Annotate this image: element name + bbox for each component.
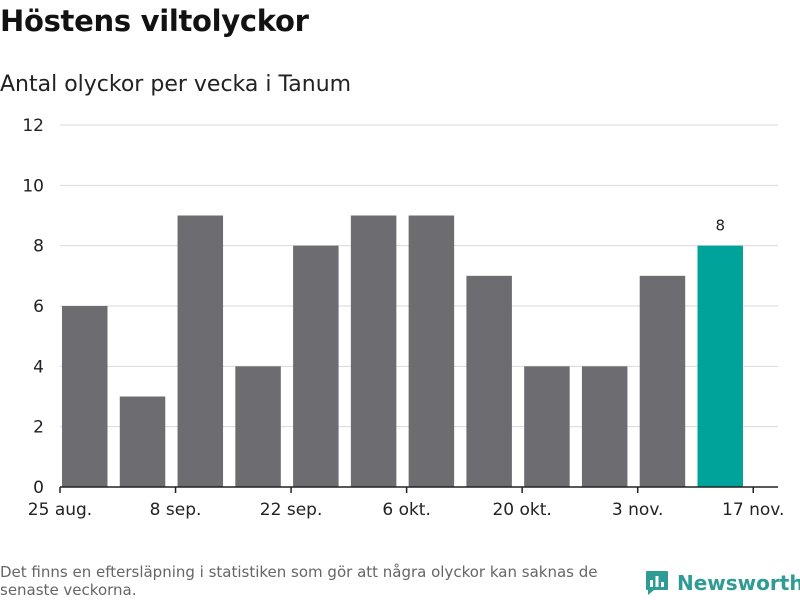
bar — [235, 366, 281, 487]
chart-title: Höstens viltolyckor — [0, 4, 309, 38]
x-tick-label: 22 sep. — [260, 500, 323, 520]
bar — [466, 275, 512, 487]
x-tick-label: 6 okt. — [382, 500, 431, 520]
bar-chart-logo-icon — [646, 571, 668, 595]
bar-chart: 0 2 4 6 8 10 12 8 25 aug. 8 sep. 22 sep. 6 okt. 20 o… — [22, 116, 784, 520]
brand-name: Newsworthy — [677, 571, 800, 595]
bar — [581, 366, 628, 487]
bar — [524, 366, 570, 487]
footnote: Det finns en eftersläpning i statistiken… — [0, 563, 598, 599]
y-tick-label: 10 — [22, 176, 44, 196]
brand-logo[interactable]: Newsworthy — [645, 570, 800, 596]
data-label: 8 — [715, 217, 725, 235]
x-tick-label: 3 nov. — [612, 500, 664, 520]
bar — [293, 245, 339, 487]
chart-subtitle: Antal olyckor per vecka i Tanum — [0, 72, 352, 97]
y-tick-label: 6 — [33, 297, 44, 317]
bar — [408, 215, 455, 487]
y-tick-label: 2 — [33, 418, 44, 438]
bar — [639, 275, 686, 487]
bar — [697, 245, 743, 487]
x-tick-label: 17 nov. — [722, 500, 784, 520]
x-tick-label: 8 sep. — [150, 500, 202, 520]
bar — [177, 215, 224, 487]
y-tick-label: 12 — [22, 116, 44, 136]
bar — [350, 215, 397, 487]
y-tick-label: 4 — [33, 357, 44, 377]
bar — [119, 396, 166, 487]
bar — [62, 306, 108, 487]
y-tick-label: 8 — [33, 237, 44, 257]
x-tick-label: 20 okt. — [492, 500, 551, 520]
x-tick-label: 25 aug. — [28, 500, 92, 520]
y-tick-label: 0 — [33, 478, 44, 498]
